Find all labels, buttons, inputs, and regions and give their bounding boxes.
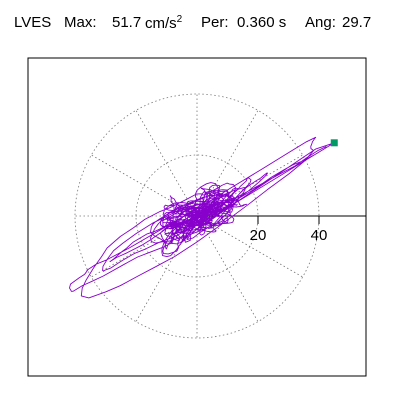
- tick-label-40: 40: [311, 227, 328, 244]
- radial-spoke-330: [196, 215, 303, 278]
- plot-frame: [27, 57, 367, 377]
- max-marker: [330, 139, 338, 147]
- chart-header: LVES Max: 51.7 cm/s2 Per: 0.360 s Ang: 2…: [0, 14, 400, 40]
- motion-trace: [69, 136, 335, 299]
- radial-spoke-300: [196, 215, 259, 322]
- max-label: Max:: [64, 14, 97, 31]
- max-unit: cm/s2: [145, 14, 182, 32]
- ang-label: Ang:: [305, 14, 336, 31]
- radial-spoke-150: [91, 154, 198, 217]
- ang-value: 29.7: [342, 14, 372, 31]
- max-unit-text: cm/s: [145, 15, 177, 32]
- station-name: LVES: [14, 14, 52, 31]
- tick-labels: 20 40: [250, 216, 328, 244]
- tick-label-20: 20: [250, 227, 267, 244]
- per-value: 0.360 s: [237, 14, 287, 31]
- max-unit-exponent: 2: [176, 14, 183, 25]
- max-value: 51.7: [112, 14, 142, 31]
- radial-spoke-120: [135, 110, 198, 217]
- per-label: Per:: [201, 14, 229, 31]
- motion-trace-path: [69, 136, 335, 299]
